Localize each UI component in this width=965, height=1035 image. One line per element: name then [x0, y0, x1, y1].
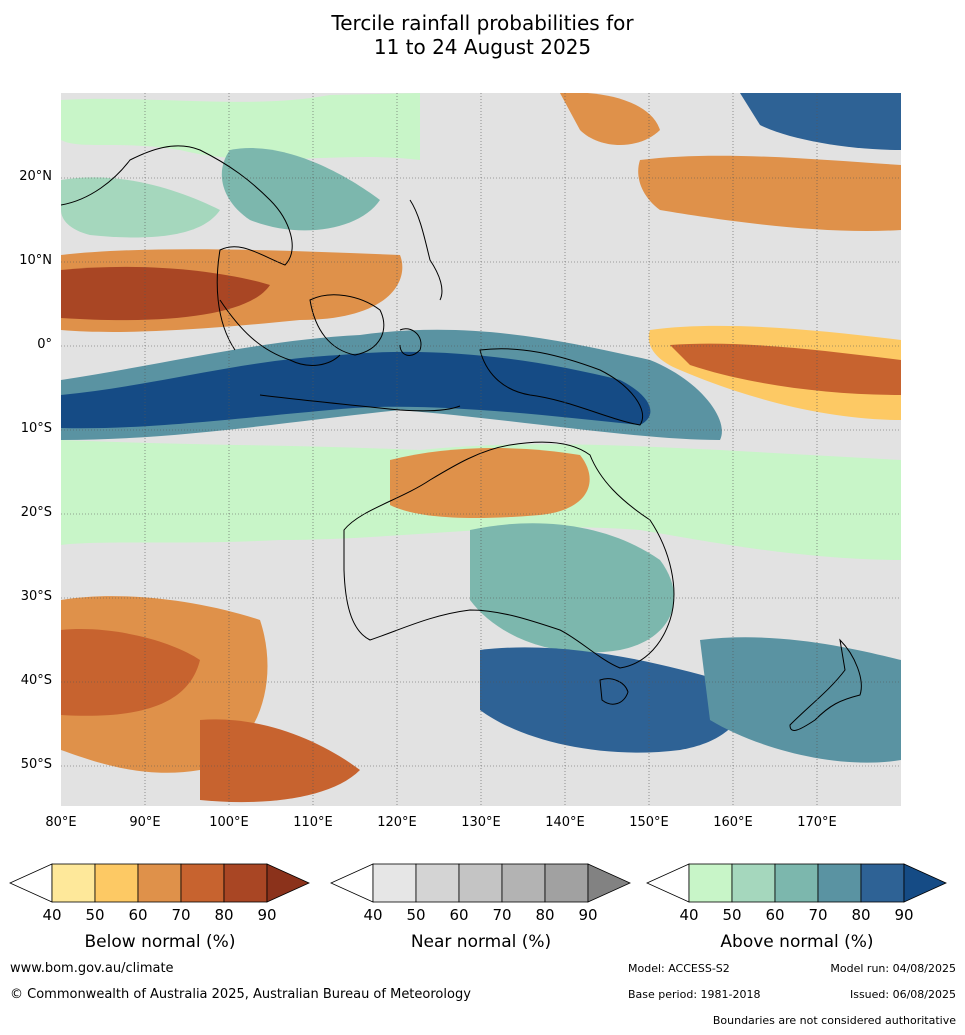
footer-disclaimer: Boundaries are not considered authoritat… [712, 1014, 956, 1027]
colorbar-above-segment [860, 863, 905, 903]
region-below-core [61, 266, 270, 321]
lon-tick-100e: 100°E [209, 815, 249, 830]
lon-tick-130e: 130°E [461, 815, 501, 830]
lat-tick-10n: 10°N [19, 253, 52, 268]
colorbar-above-tick: 50 [722, 906, 742, 924]
footer-issued: Issued: 06/08/2025 [849, 988, 956, 1001]
new-zealand-coast [789, 638, 862, 731]
colorbar-below-tick: 90 [257, 906, 277, 924]
footer-base-period: Base period: 1981-2018 [628, 988, 761, 1001]
chart-title-line2: 11 to 24 August 2025 [373, 35, 592, 59]
lon-tick-140e: 140°E [545, 815, 585, 830]
borneo-coast [309, 294, 385, 356]
new-guinea-coast [479, 348, 644, 426]
colorbar-above-segment [817, 863, 862, 903]
colorbar-above-low-extension [646, 863, 690, 903]
region-above-tasman [700, 637, 901, 763]
map-field [61, 93, 901, 806]
footer-website: www.bom.gov.au/climate [10, 961, 174, 976]
colorbar-near-segment [458, 863, 503, 903]
region-below-pacific-core [670, 343, 901, 395]
colorbar-below-low-extension [9, 863, 53, 903]
sulawesi-coast [399, 328, 422, 356]
colorbar-below-segment [137, 863, 182, 903]
colorbar-below-tick: 70 [171, 906, 191, 924]
colorbar-near-segment [415, 863, 460, 903]
lat-tick-50s: 50°S [20, 757, 52, 772]
colorbar-below-segment [223, 863, 268, 903]
colorbar-above-tick: 40 [679, 906, 699, 924]
lon-tick-120e: 120°E [377, 815, 417, 830]
region-above-north [61, 93, 420, 160]
colorbar-above-segment [774, 863, 819, 903]
region-above-india [61, 177, 220, 238]
tasmania-coast [599, 678, 629, 705]
colorbar-near-segment [544, 863, 589, 903]
lon-tick-150e: 150°E [629, 815, 669, 830]
colorbar-below-tick: 80 [214, 906, 234, 924]
footer-copyright: © Commonwealth of Australia 2025, Austra… [10, 987, 471, 1002]
lon-tick-110e: 110°E [293, 815, 333, 830]
lat-tick-30s: 30°S [20, 589, 52, 604]
colorbar-near-tick: 40 [363, 906, 383, 924]
sumatra-coast [219, 299, 341, 366]
colorbar-below-segment [94, 863, 139, 903]
colorbar-near-high-extension [587, 863, 631, 903]
region-below-north-australia [390, 448, 590, 518]
colorbar-label-below: Below normal (%) [84, 932, 236, 952]
philippines-coast [409, 199, 443, 301]
region-below-philippine-sea [560, 93, 660, 145]
lon-tick-160e: 160°E [713, 815, 753, 830]
region-above-inland-australia [470, 523, 675, 653]
region-above-southeast [480, 647, 741, 753]
colorbar-near-tick: 60 [449, 906, 469, 924]
graticule [61, 93, 901, 806]
colorbar-above-tick: 60 [765, 906, 785, 924]
footer-model-run: Model run: 04/08/2025 [830, 962, 956, 975]
region-above-equator-core [61, 351, 651, 429]
lon-tick-170e: 170°E [797, 815, 837, 830]
australia-coast [343, 441, 675, 669]
colorbar-below-tick: 50 [85, 906, 105, 924]
region-below-south [200, 719, 360, 803]
colorbar-below-high-extension [266, 863, 310, 903]
mainland-asia-coast [61, 145, 293, 351]
colorbar-near-tick: 80 [535, 906, 555, 924]
chart-title-line1: Tercile rainfall probabilities for [331, 11, 634, 35]
colorbar-near-tick: 50 [406, 906, 426, 924]
lat-tick-0: 0° [37, 337, 52, 352]
region-below-north-pacific [638, 155, 901, 231]
colorbar-below-tick: 60 [128, 906, 148, 924]
colorbar-near-segment [372, 863, 417, 903]
footer-model: Model: ACCESS-S2 [628, 962, 730, 975]
colorbar-label-above: Above normal (%) [720, 932, 874, 952]
region-above-indochina [221, 148, 380, 231]
colorbar-above-tick: 70 [808, 906, 828, 924]
lat-tick-10s: 10°S [20, 421, 52, 436]
colorbars [9, 863, 947, 903]
colorbar-above-tick: 90 [894, 906, 914, 924]
lon-tick-90e: 90°E [129, 815, 161, 830]
colorbar-above-segment [688, 863, 733, 903]
colorbar-label-near: Near normal (%) [410, 932, 552, 952]
region-below-southern-ocean-core [61, 629, 200, 716]
java-coast [259, 394, 461, 412]
colorbar-near-segment [501, 863, 546, 903]
colorbar-above-high-extension [903, 863, 947, 903]
lat-tick-20n: 20°N [19, 169, 52, 184]
colorbar-above-tick: 80 [851, 906, 871, 924]
colorbar-above-segment [731, 863, 776, 903]
colorbar-below-segment [180, 863, 225, 903]
colorbar-near-low-extension [330, 863, 374, 903]
colorbar-below-tick: 40 [42, 906, 62, 924]
colorbar-below-segment [51, 863, 96, 903]
region-above-north-pacific [740, 93, 901, 150]
lat-tick-40s: 40°S [20, 673, 52, 688]
lon-tick-80e: 80°E [45, 815, 77, 830]
coastlines [61, 145, 862, 731]
colorbar-near-tick: 90 [578, 906, 598, 924]
lat-tick-20s: 20°S [20, 505, 52, 520]
colorbar-near-tick: 70 [492, 906, 512, 924]
